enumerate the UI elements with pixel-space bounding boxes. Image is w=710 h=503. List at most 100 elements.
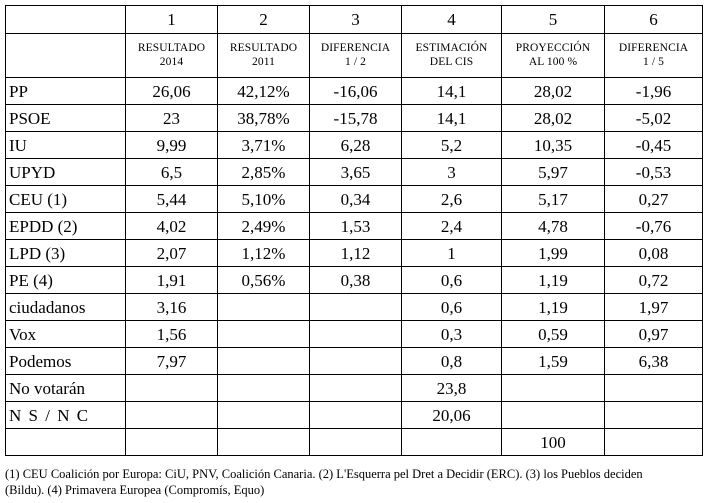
- value-cell: 10,35: [501, 131, 605, 159]
- column-header: PROYECCIÓN AL 100 %: [501, 33, 605, 78]
- value-cell: 1,97: [604, 293, 703, 321]
- column-header-row: RESULTADO 2014 RESULTADO 2011 DIFERENCIA 1 …: [5, 33, 703, 78]
- value-cell: 1,53: [309, 212, 402, 240]
- value-cell: 1,99: [501, 239, 605, 267]
- table-row: IU 9,99 3,71% 6,28 5,2 10,35 -0,45: [5, 131, 703, 159]
- party-name-cell: N S / N C: [5, 401, 126, 429]
- value-cell: -0,45: [604, 131, 703, 159]
- header-line: RESULTADO: [137, 42, 206, 55]
- value-cell: 28,02: [501, 104, 605, 132]
- column-header: RESULTADO 2011: [217, 33, 310, 78]
- value-cell: [309, 401, 402, 429]
- column-header: RESULTADO 2014: [125, 33, 218, 78]
- party-name-cell: PE (4): [5, 266, 126, 294]
- column-header: ESTIMACIÓN DEL CIS: [401, 33, 502, 78]
- header-line: 2011: [252, 55, 275, 68]
- header-line: DIFERENCIA: [618, 42, 689, 55]
- value-cell: -15,78: [309, 104, 402, 132]
- party-name-cell: UPYD: [5, 158, 126, 186]
- value-cell: 0,38: [309, 266, 402, 294]
- value-cell: [217, 401, 310, 429]
- value-cell: 100: [501, 428, 605, 456]
- column-number: 5: [501, 5, 605, 34]
- column-header: DIFERENCIA 1 / 2: [309, 33, 402, 78]
- value-cell: 5,10%: [217, 185, 310, 213]
- value-cell: 1: [401, 239, 502, 267]
- value-cell: 5,17: [501, 185, 605, 213]
- election-results-table: 1 2 3 4 5 6 RESULTADO 2014 RESULTADO 2011 …: [5, 5, 703, 456]
- value-cell: [309, 347, 402, 375]
- column-number: 4: [401, 5, 502, 34]
- table-row: No votarán 23,8: [5, 374, 703, 402]
- value-cell: [309, 374, 402, 402]
- value-cell: -16,06: [309, 77, 402, 105]
- value-cell: [309, 428, 402, 456]
- header-line: DIFERENCIA: [320, 42, 391, 55]
- table-row: UPYD 6,5 2,85% 3,65 3 5,97 -0,53: [5, 158, 703, 186]
- party-name-cell: PP: [5, 77, 126, 105]
- value-cell: 4,02: [125, 212, 218, 240]
- column-number: 3: [309, 5, 402, 34]
- value-cell: -5,02: [604, 104, 703, 132]
- value-cell: [217, 428, 310, 456]
- value-cell: 1,12%: [217, 239, 310, 267]
- value-cell: 42,12%: [217, 77, 310, 105]
- table-row: Vox 1,56 0,3 0,59 0,97: [5, 320, 703, 348]
- table-row: LPD (3) 2,07 1,12% 1,12 1 1,99 0,08: [5, 239, 703, 267]
- header-line: 2014: [159, 55, 184, 68]
- value-cell: 4,78: [501, 212, 605, 240]
- value-cell: 1,59: [501, 347, 605, 375]
- value-cell: 0,08: [604, 239, 703, 267]
- party-name-cell: EPDD (2): [5, 212, 126, 240]
- value-cell: 38,78%: [217, 104, 310, 132]
- value-cell: [217, 320, 310, 348]
- value-cell: 3: [401, 158, 502, 186]
- value-cell: 6,5: [125, 158, 218, 186]
- value-cell: 1,56: [125, 320, 218, 348]
- header-line: RESULTADO: [229, 42, 298, 55]
- value-cell: 5,97: [501, 158, 605, 186]
- value-cell: -0,76: [604, 212, 703, 240]
- party-name-cell: ciudadanos: [5, 293, 126, 321]
- party-name-cell: Vox: [5, 320, 126, 348]
- value-cell: 0,27: [604, 185, 703, 213]
- party-name-cell: No votarán: [5, 374, 126, 402]
- value-cell: [125, 428, 218, 456]
- table-row: PE (4) 1,91 0,56% 0,38 0,6 1,19 0,72: [5, 266, 703, 294]
- column-number: 6: [604, 5, 703, 34]
- value-cell: 1,91: [125, 266, 218, 294]
- table-row: PP 26,06 42,12% -16,06 14,1 28,02 -1,96: [5, 77, 703, 105]
- results-document: 1 2 3 4 5 6 RESULTADO 2014 RESULTADO 2011 …: [5, 5, 703, 497]
- value-cell: 3,71%: [217, 131, 310, 159]
- value-cell: 5,2: [401, 131, 502, 159]
- value-cell: [125, 374, 218, 402]
- value-cell: 1,12: [309, 239, 402, 267]
- value-cell: [217, 374, 310, 402]
- value-cell: 6,28: [309, 131, 402, 159]
- header-line: ESTIMACIÓN: [415, 42, 488, 55]
- header-line: 1 / 2: [345, 55, 366, 68]
- column-header: DIFERENCIA 1 / 5: [604, 33, 703, 78]
- value-cell: 26,06: [125, 77, 218, 105]
- value-cell: 9,99: [125, 131, 218, 159]
- value-cell: 2,4: [401, 212, 502, 240]
- header-line: 1 / 5: [643, 55, 664, 68]
- value-cell: [501, 374, 605, 402]
- party-name-cell: IU: [5, 131, 126, 159]
- value-cell: [309, 320, 402, 348]
- value-cell: 1,19: [501, 266, 605, 294]
- value-cell: 0,8: [401, 347, 502, 375]
- footnote-line: (Bildu). (4) Primavera Europea (Compromí…: [5, 483, 265, 497]
- value-cell: 7,97: [125, 347, 218, 375]
- party-name-cell: [5, 428, 126, 456]
- value-cell: 6,38: [604, 347, 703, 375]
- value-cell: 3,65: [309, 158, 402, 186]
- column-header: [5, 33, 126, 78]
- column-number: [5, 5, 126, 34]
- party-name-cell: PSOE: [5, 104, 126, 132]
- value-cell: 23: [125, 104, 218, 132]
- table-row: PSOE 23 38,78% -15,78 14,1 28,02 -5,02: [5, 104, 703, 132]
- value-cell: 28,02: [501, 77, 605, 105]
- value-cell: 0,59: [501, 320, 605, 348]
- value-cell: [604, 374, 703, 402]
